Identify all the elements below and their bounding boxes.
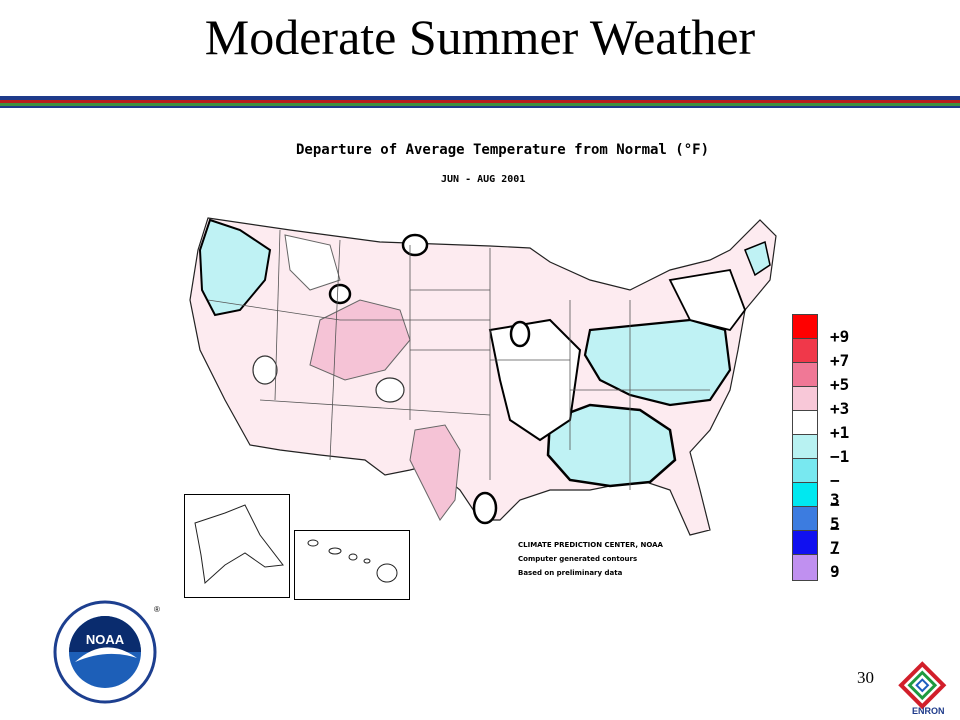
- contour-wyoming: [328, 283, 352, 305]
- map-subtitle: JUN - AUG 2001: [441, 174, 526, 185]
- alaska-shape: [194, 504, 284, 584]
- legend-swatch: [792, 530, 818, 557]
- near-normal-area-plains: [488, 318, 582, 442]
- map-title: Departure of Average Temperature from No…: [296, 142, 710, 158]
- legend-swatch: [792, 314, 818, 341]
- contour-minnesota: [509, 320, 531, 348]
- legend-swatch: [792, 434, 818, 461]
- warm-area-texas: [409, 424, 461, 521]
- legend-label: − 3: [830, 471, 840, 509]
- legend-label: +9: [830, 327, 850, 346]
- legend-label: +3: [830, 399, 850, 418]
- legend-swatch: [792, 482, 818, 509]
- temperature-departure-map: [189, 217, 777, 536]
- enron-wordmark: ENRON: [912, 706, 945, 716]
- near-normal-area-appalachia: [668, 268, 747, 332]
- contour-colorado: [375, 377, 405, 403]
- cool-area-northeast: [744, 240, 771, 277]
- page-number: 30: [857, 668, 874, 687]
- hawaii-shape: [307, 539, 398, 583]
- near-normal-area-montana: [284, 234, 341, 291]
- legend-swatch: [792, 410, 818, 437]
- legend-label: − 9: [830, 543, 840, 581]
- hawaii-inset: [294, 530, 410, 600]
- contour-texas-coast: [472, 491, 498, 525]
- legend-swatch: [792, 338, 818, 365]
- legend-swatch: [792, 362, 818, 389]
- contour-nevada: [252, 355, 278, 385]
- legend-label: +1: [830, 423, 850, 442]
- legend-swatch: [792, 386, 818, 413]
- noaa-logo: NOAA ®: [53, 600, 160, 704]
- enron-logo: ENRON: [898, 661, 947, 716]
- legend-label: +7: [830, 351, 850, 370]
- credit-line-3: Based on preliminary data: [518, 569, 623, 577]
- slide-title: Moderate Summer Weather: [204, 9, 756, 65]
- legend-swatch: [792, 554, 818, 581]
- cool-area-northwest: [198, 218, 272, 317]
- map-credits: CLIMATE PREDICTION CENTER, NOAA Computer…: [518, 538, 663, 580]
- legend-swatch: [792, 458, 818, 485]
- svg-text:®: ®: [154, 605, 160, 614]
- title-rule-green: [0, 103, 960, 106]
- cool-area-ohio-valley: [583, 318, 732, 407]
- noaa-wordmark: NOAA: [86, 632, 125, 647]
- title-rule-red: [0, 100, 960, 103]
- title-rule-blue: [0, 96, 960, 100]
- title-rule-blue-bottom: [0, 106, 960, 108]
- legend-label: +5: [830, 375, 850, 394]
- cool-area-southeast: [546, 403, 677, 488]
- alaska-inset: [184, 494, 290, 598]
- legend-swatch: [792, 506, 818, 533]
- contour-north-dakota: [401, 233, 429, 257]
- legend-label: − 7: [830, 519, 840, 557]
- credit-line-2: Computer generated contours: [518, 555, 638, 563]
- legend-label: −1: [830, 447, 850, 466]
- legend-label: − 5: [830, 495, 840, 533]
- credit-line-1: CLIMATE PREDICTION CENTER, NOAA: [518, 541, 663, 549]
- state-boundaries: [207, 229, 710, 490]
